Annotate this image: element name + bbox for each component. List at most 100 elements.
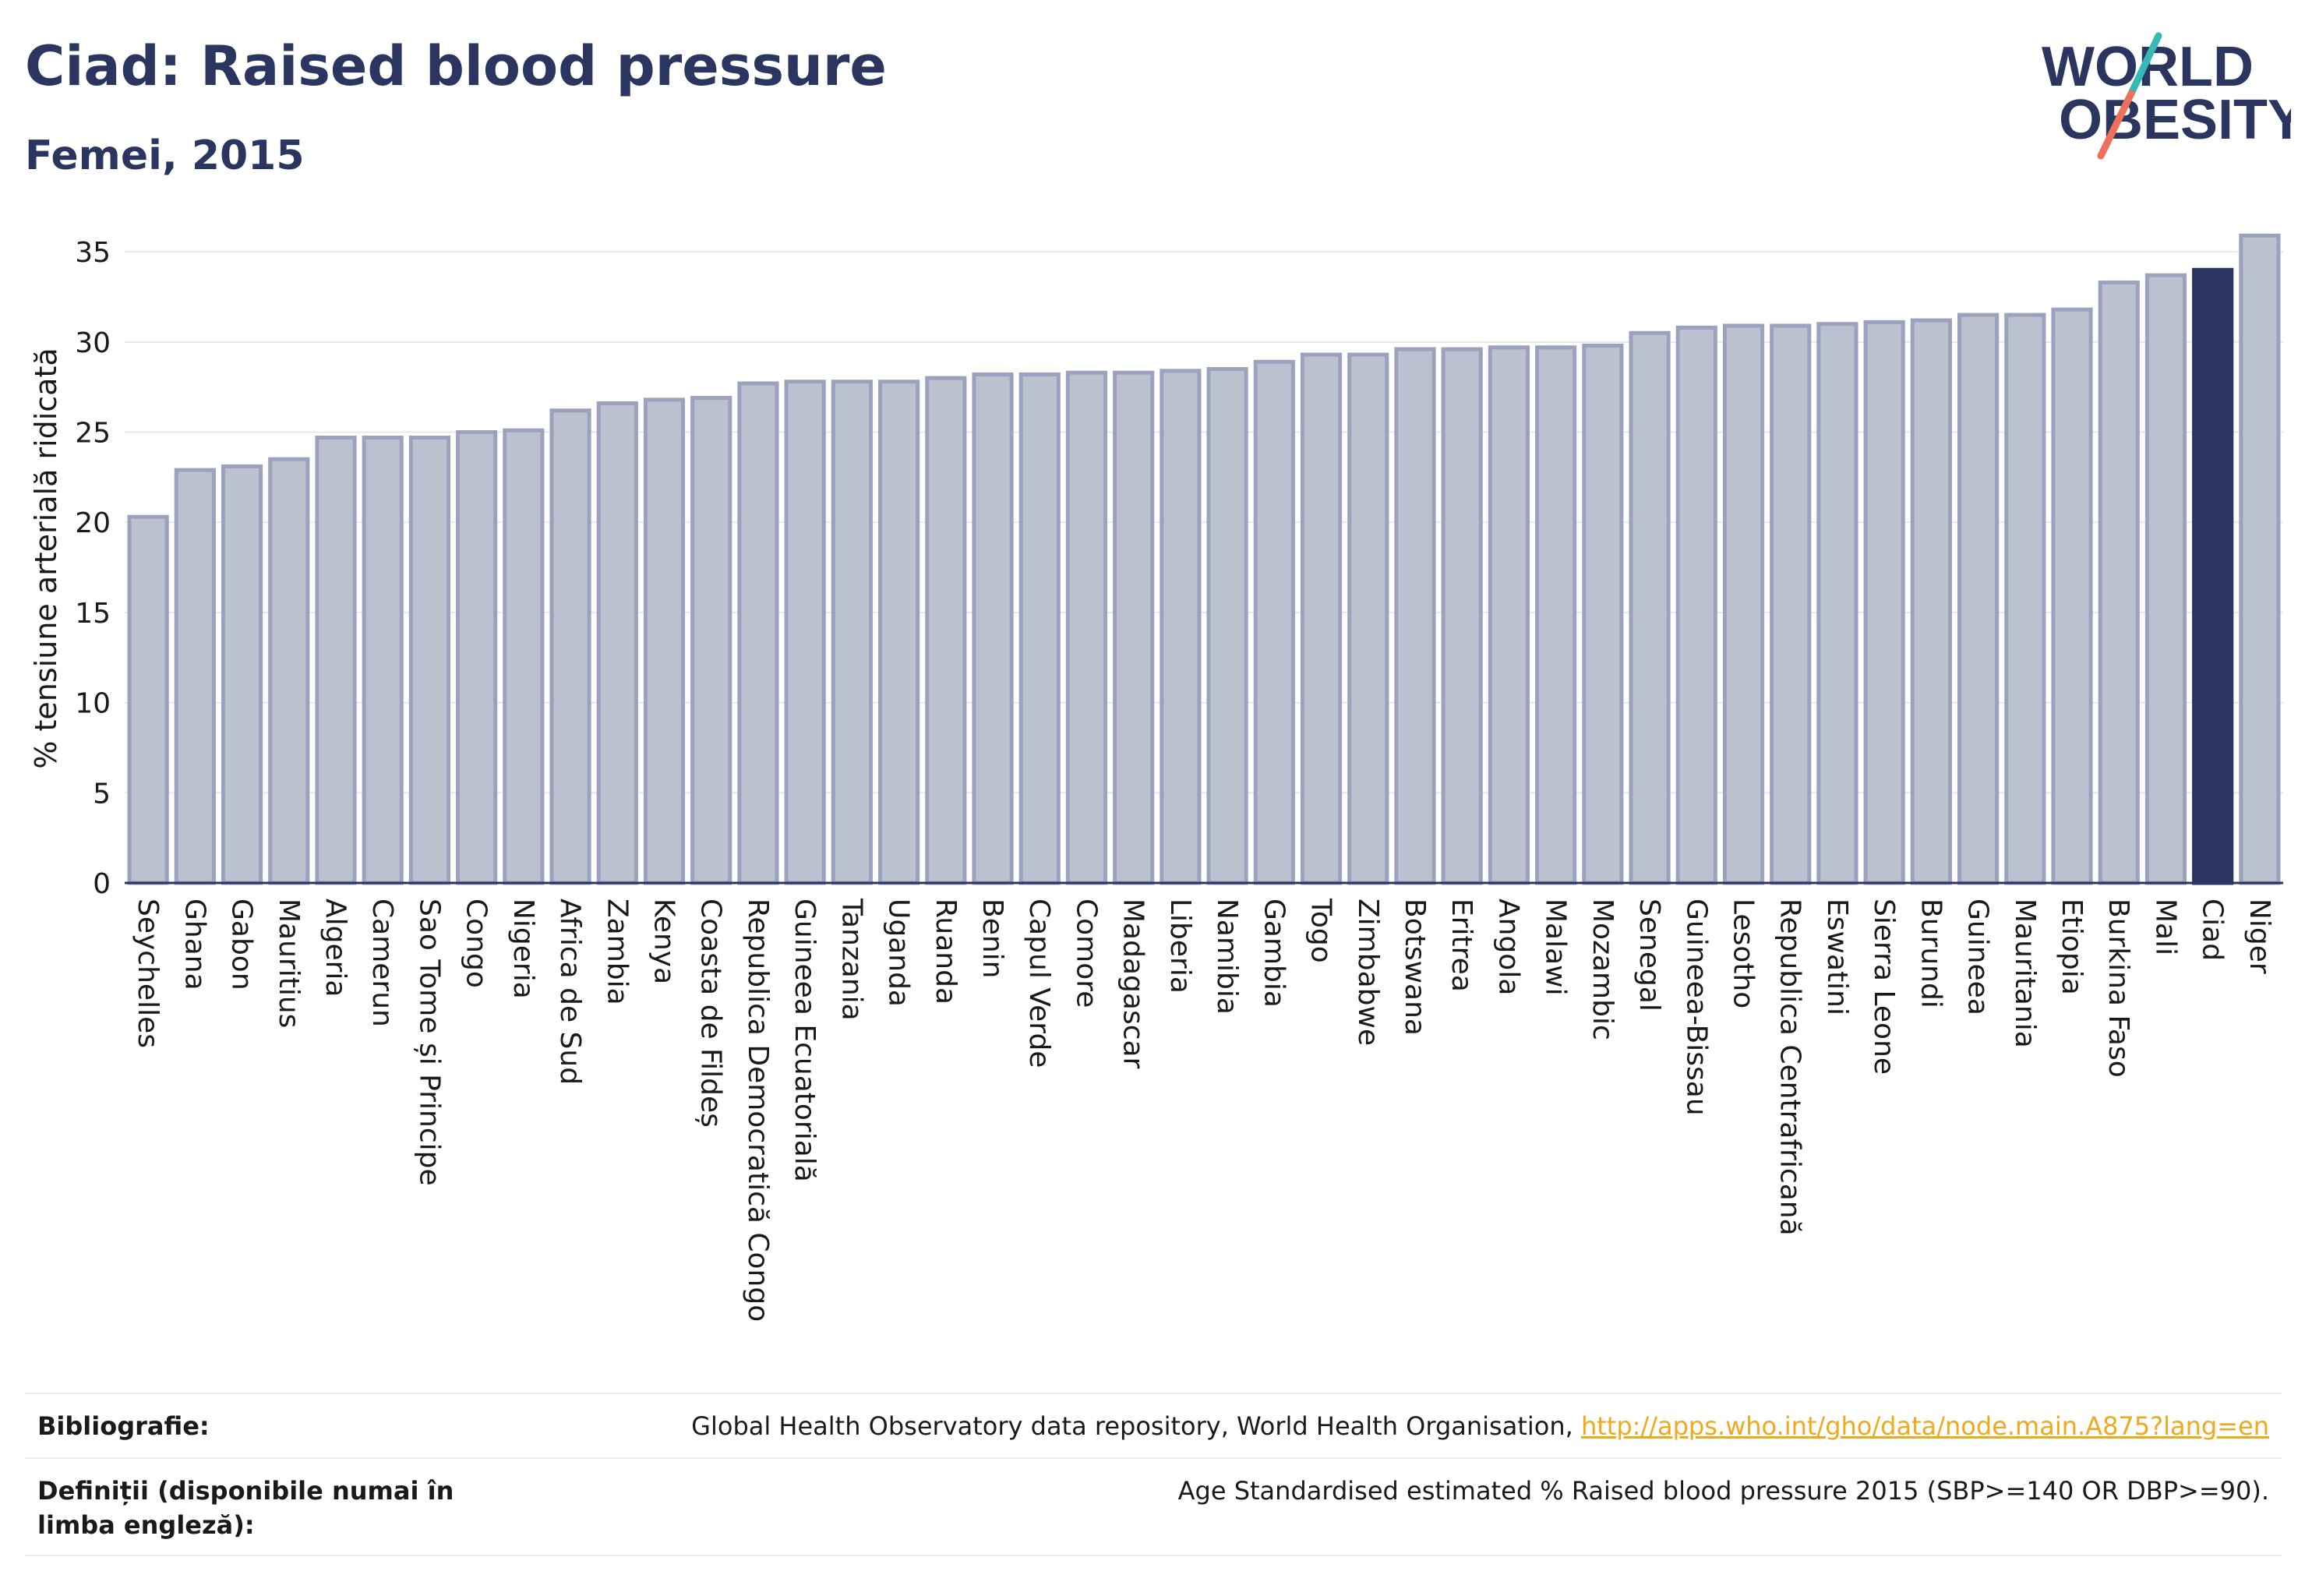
x-tick-label: Guineea — [1962, 899, 1994, 1015]
bar — [596, 401, 638, 885]
bar — [690, 396, 732, 885]
bar — [1018, 372, 1061, 885]
bar — [1160, 369, 1202, 885]
bar — [1675, 325, 1717, 885]
definitions-row: Definiții (disponibile numai în limba en… — [25, 1460, 2282, 1553]
bar — [1722, 323, 1765, 885]
bar — [972, 372, 1014, 885]
y-tick-label: 15 — [75, 598, 111, 630]
bibliography-label: Bibliografie: — [37, 1411, 210, 1441]
bar — [737, 381, 779, 885]
bar — [1535, 345, 1577, 885]
bar — [1770, 323, 1812, 885]
definitions-value: Age Standardised estimated % Raised bloo… — [1177, 1476, 2269, 1506]
x-tick-label: Mali — [2149, 899, 2181, 955]
x-tick-label: Botswana — [1399, 899, 1431, 1036]
x-tick-label: Ruanda — [930, 899, 962, 1005]
x-tick-label: Etiopia — [2056, 899, 2088, 995]
bar — [2098, 280, 2140, 885]
bar — [1394, 347, 1436, 885]
bar — [315, 435, 357, 885]
bar — [1582, 343, 1624, 885]
x-tick-label: Gambia — [1258, 899, 1290, 1008]
bar — [831, 380, 873, 885]
bar — [1441, 347, 1483, 885]
x-tick-label: Senegal — [1633, 899, 1665, 1012]
bar — [2004, 312, 2046, 885]
x-tick-label: Madagascar — [1117, 899, 1149, 1069]
x-tick-label: Algeria — [319, 899, 351, 998]
bar — [1065, 370, 1108, 885]
bar — [925, 376, 967, 885]
x-tick-label: Namibia — [1211, 899, 1243, 1015]
x-tick-label: Camerun — [366, 899, 398, 1027]
logo-slash-coral — [2097, 90, 2135, 160]
chart-subtitle: Femei, 2015 — [25, 132, 305, 179]
x-tick-label: Congo — [461, 899, 492, 988]
bar — [1816, 322, 1858, 885]
x-tick-label: Guineea Ecuatorială — [789, 899, 821, 1182]
bar — [1488, 345, 1530, 885]
x-tick-label: Gabon — [226, 899, 258, 990]
footer-divider-middle — [25, 1457, 2282, 1459]
x-tick-label: Burkina Faso — [2102, 899, 2134, 1078]
x-tick-label: Mauritania — [2009, 899, 2041, 1048]
bar — [1253, 359, 1295, 885]
bar — [268, 457, 310, 885]
logo-line2: OBESITY — [2059, 89, 2291, 151]
x-tick-label: Zimbabwe — [1352, 899, 1384, 1046]
footer-divider-top — [25, 1393, 2282, 1394]
bar — [1910, 318, 1952, 885]
x-tick-label: Zambia — [601, 899, 633, 1005]
bar — [1957, 312, 2000, 885]
y-tick-label: 35 — [75, 237, 111, 269]
bibliography-text: Global Health Observatory data repositor… — [691, 1411, 1581, 1441]
x-tick-label: Lesotho — [1728, 899, 1760, 1008]
x-tick-label: Niger — [2243, 899, 2275, 974]
bar — [1113, 370, 1155, 885]
bar — [878, 380, 920, 885]
x-tick-label: Mozambic — [1587, 899, 1618, 1040]
y-tick-label: 10 — [75, 688, 111, 720]
bar — [503, 428, 545, 885]
x-tick-label: Eritrea — [1445, 899, 1477, 992]
y-tick-label: 5 — [93, 778, 111, 810]
y-tick-label: 25 — [75, 418, 111, 450]
bar — [643, 397, 686, 885]
bar — [549, 408, 591, 885]
bar — [174, 468, 216, 885]
x-tick-label: Benin — [976, 899, 1008, 978]
x-tick-label: Liberia — [1164, 899, 1196, 994]
bar — [2051, 307, 2093, 885]
bibliography-link[interactable]: http://apps.who.int/gho/data/node.main.A… — [1580, 1411, 2269, 1441]
footer-divider-bottom — [25, 1555, 2282, 1556]
bar — [784, 380, 826, 885]
x-tick-label: Capul Verde — [1023, 899, 1055, 1068]
x-tick-label: Uganda — [883, 899, 915, 1007]
x-tick-label: Tanzania — [835, 898, 867, 1021]
x-tick-label: Ghana — [178, 899, 210, 990]
y-axis-label: % tensiune arterială ridicată — [29, 348, 63, 768]
x-tick-label: Nigeria — [507, 899, 539, 999]
y-tick-label: 0 — [93, 868, 111, 900]
x-tick-label: Republica Centrafricană — [1774, 899, 1806, 1236]
x-tick-label: Sao Tome și Principe — [413, 899, 445, 1186]
x-tick-label: Kenya — [648, 899, 680, 984]
definitions-label: Definiții (disponibile numai în limba en… — [37, 1476, 454, 1540]
logo-slash-teal — [2127, 32, 2162, 97]
bar — [1863, 320, 1905, 885]
x-tick-label: Africa de Sud — [554, 899, 586, 1085]
bar — [2239, 233, 2281, 885]
x-tick-label: Coasta de Fildeș — [695, 899, 727, 1128]
bar — [1206, 367, 1248, 885]
bar — [1629, 330, 1671, 885]
y-tick-label: 20 — [75, 507, 111, 539]
bar — [408, 435, 451, 885]
x-tick-label: Burundi — [1915, 899, 1947, 1008]
world-obesity-logo: WORLD OBESITY — [2042, 32, 2291, 160]
bar — [1300, 352, 1343, 885]
x-tick-label: Eswatini — [1821, 899, 1853, 1015]
bar — [1347, 352, 1389, 885]
bar-chart: 0 5 10 15 20 25 30 35 % tensiune arterială ridic… — [29, 233, 2283, 1322]
x-tick-label: Angola — [1492, 899, 1524, 995]
